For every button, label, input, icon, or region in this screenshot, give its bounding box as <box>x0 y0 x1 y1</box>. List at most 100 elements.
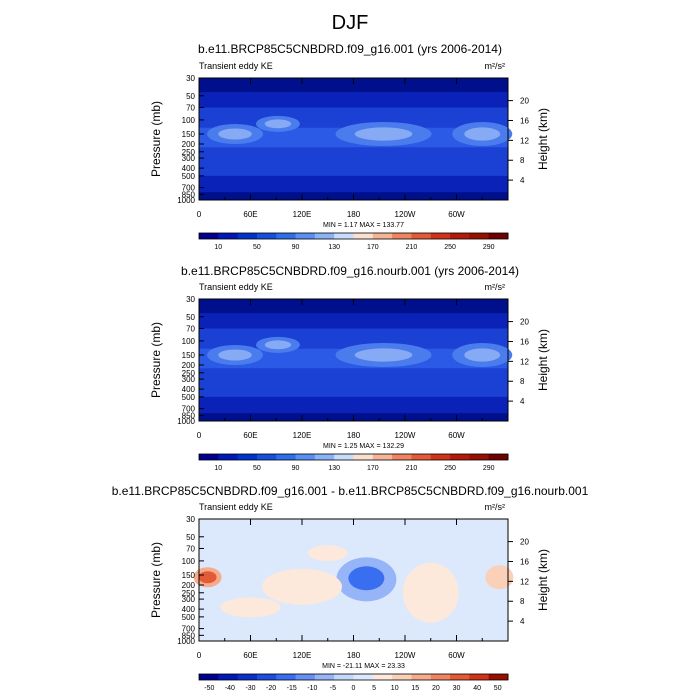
field-label: Transient eddy KE <box>199 61 273 71</box>
height-tick-label: 12 <box>520 357 529 366</box>
field-anomaly <box>220 597 281 618</box>
height-tick-label: 8 <box>520 377 525 386</box>
pressure-tick-label: 200 <box>182 581 196 590</box>
colorbar-frame <box>198 453 509 461</box>
field-max-inner <box>464 348 501 362</box>
field-anomaly <box>198 571 217 584</box>
pressure-tick-label: 50 <box>186 92 195 101</box>
pressure-tick-label: 200 <box>182 361 196 370</box>
stats-label: MIN = 1.17 MAX = 133.77 <box>323 222 404 229</box>
colorbar-frame <box>198 673 509 681</box>
colorbar-swatch <box>450 674 470 680</box>
stats-label: MIN = 1.25 MAX = 132.29 <box>323 443 404 450</box>
colorbar-swatch <box>199 454 219 460</box>
lon-tick-label: 60E <box>243 431 257 440</box>
pressure-tick-label: 300 <box>182 375 196 384</box>
field-max-inner <box>264 340 292 350</box>
field-max-inner <box>218 349 252 361</box>
colorbar-swatch <box>295 233 316 239</box>
lon-tick-label: 60E <box>243 651 257 660</box>
pressure-tick-label: 850 <box>182 411 196 420</box>
pressure-tick-label: 150 <box>182 571 196 580</box>
height-tick-label: 4 <box>520 397 525 406</box>
colorbar-swatch <box>392 233 412 239</box>
height-tick-label: 12 <box>520 577 529 586</box>
pressure-tick-label: 500 <box>182 613 196 622</box>
colorbar-swatch <box>469 674 490 680</box>
colorbar-swatch <box>392 454 412 460</box>
colorbar-swatch <box>295 674 316 680</box>
colorbar-swatch <box>276 454 297 460</box>
height-tick-label: 8 <box>520 597 525 606</box>
stats-label: MIN = -21.11 MAX = 23.33 <box>322 663 405 670</box>
field-label: Transient eddy KE <box>199 502 273 512</box>
colorbar-swatch <box>334 233 354 239</box>
colorbar-swatch <box>411 674 432 680</box>
pressure-tick-label: 1000 <box>177 417 195 426</box>
lon-tick-label: 0 <box>197 651 202 660</box>
colorbar-label: 210 <box>406 244 418 251</box>
pressure-tick-label: 700 <box>182 184 196 193</box>
colorbar-swatch <box>237 454 258 460</box>
height-tick-label: 4 <box>520 617 525 626</box>
field-max-inner <box>354 127 413 141</box>
pressure-tick-label: 500 <box>182 172 196 181</box>
colorbar-swatch <box>353 454 374 460</box>
colorbar-label: 30 <box>453 685 461 692</box>
colorbar-swatch <box>276 233 297 239</box>
pressure-tick-label: 1000 <box>177 637 195 646</box>
colorbar-swatch <box>314 674 335 680</box>
pressure-tick-label: 250 <box>182 148 196 157</box>
lon-tick-label: 0 <box>197 210 202 219</box>
colorbar-label: -15 <box>287 685 297 692</box>
height-axis-label: Height (km) <box>536 549 550 611</box>
panel-2: 3050701001502002503004005007008501000481… <box>149 282 550 472</box>
lon-tick-label: 0 <box>197 431 202 440</box>
colorbar-swatch <box>488 233 509 239</box>
figure-title: DJF <box>331 12 369 34</box>
colorbar-label: 250 <box>444 244 456 251</box>
colorbar-swatch <box>334 674 354 680</box>
colorbar-swatch <box>353 674 374 680</box>
colorbar-swatch <box>430 674 451 680</box>
pressure-axis-label: Pressure (mb) <box>149 101 163 177</box>
colorbar-label: 170 <box>367 244 379 251</box>
pressure-tick-label: 1000 <box>177 196 195 205</box>
lon-tick-label: 120W <box>395 651 416 660</box>
pressure-tick-label: 150 <box>182 130 196 139</box>
colorbar-swatch <box>372 674 393 680</box>
lon-tick-label: 180 <box>347 431 361 440</box>
colorbar-label: 10 <box>214 465 222 472</box>
lon-tick-label: 120E <box>293 651 312 660</box>
field-max-inner <box>264 119 292 129</box>
pressure-tick-label: 850 <box>182 190 196 199</box>
colorbar-label: 90 <box>292 244 300 251</box>
field-anomaly <box>402 562 459 623</box>
pressure-tick-label: 400 <box>182 164 196 173</box>
height-tick-label: 4 <box>520 176 525 185</box>
colorbar-swatch <box>295 454 316 460</box>
colorbar-swatch <box>450 233 470 239</box>
lon-tick-label: 60W <box>448 651 465 660</box>
colorbar-swatch <box>276 674 297 680</box>
colorbar-swatch <box>199 233 219 239</box>
height-tick-label: 20 <box>520 318 529 327</box>
lon-tick-label: 60W <box>448 210 465 219</box>
colorbar-swatch <box>392 674 412 680</box>
colorbar-swatch <box>353 233 374 239</box>
panel-1: 3050701001502002503004005007008501000481… <box>149 61 550 251</box>
height-tick-label: 16 <box>520 116 529 125</box>
colorbar-swatch <box>256 674 277 680</box>
height-tick-label: 20 <box>520 538 529 547</box>
lon-tick-label: 120W <box>395 431 416 440</box>
colorbar-swatch <box>469 454 490 460</box>
colorbar-swatch <box>218 454 239 460</box>
colorbar-swatch <box>256 233 277 239</box>
colorbar-label: 20 <box>432 685 440 692</box>
pressure-tick-label: 500 <box>182 393 196 402</box>
pressure-tick-label: 850 <box>182 631 196 640</box>
lon-tick-label: 60E <box>243 210 257 219</box>
field-anomaly <box>307 545 348 562</box>
colorbar-swatch <box>218 233 239 239</box>
